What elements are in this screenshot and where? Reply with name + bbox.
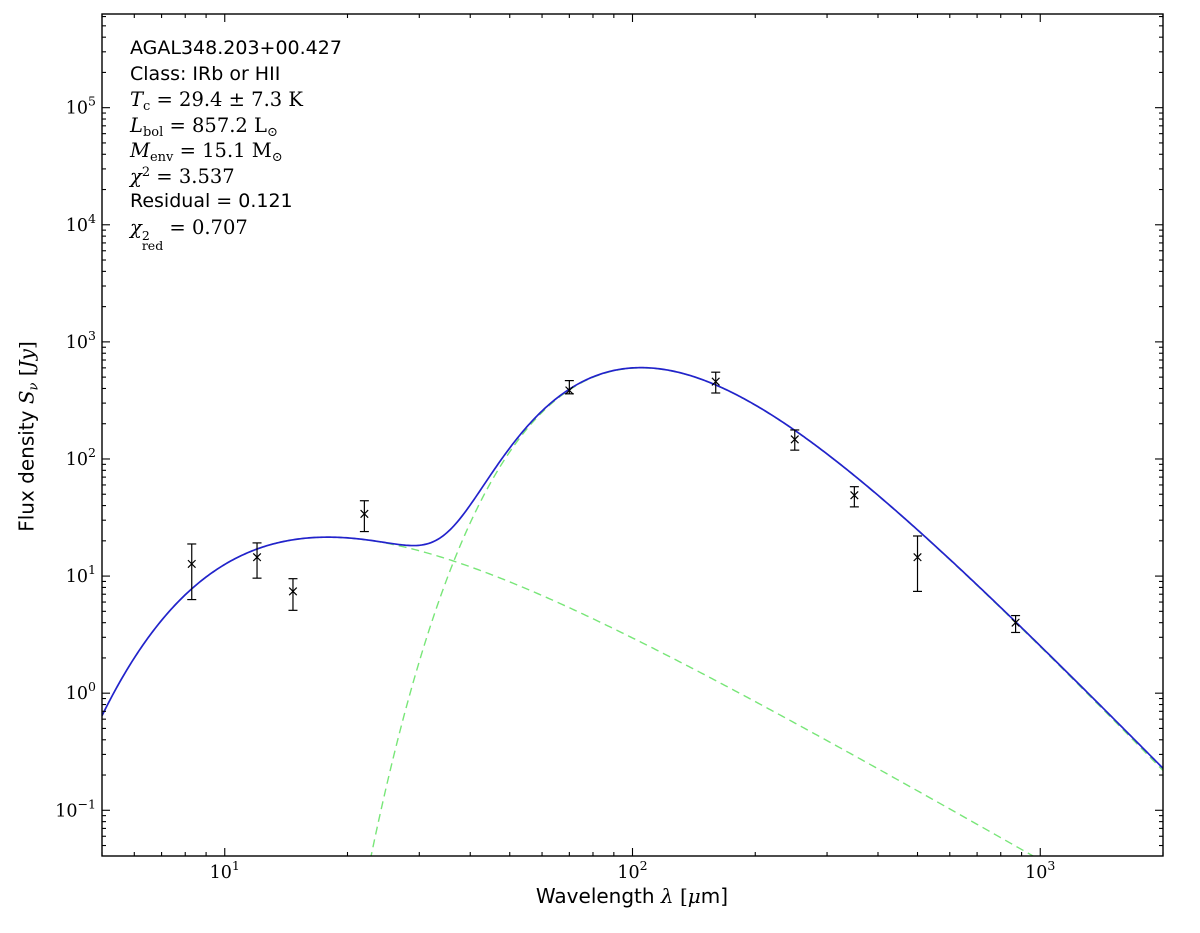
model-curves [102,366,1163,856]
residual-line: Residual = 0.121 [130,190,293,212]
svg-text:103: 103 [1025,858,1055,883]
fit-parameters-annotation: AGAL348.203+00.427 Class: IRb or HII Tc … [130,36,342,252]
hot-component-curve [102,536,1035,856]
svg-text:10−1: 10−1 [55,796,96,821]
svg-text:102: 102 [617,858,647,883]
svg-text:103: 103 [66,328,96,353]
svg-text:101: 101 [210,858,240,883]
data-error-bars [187,371,1021,634]
total-model-curve [102,366,1163,769]
svg-text:101: 101 [66,562,96,587]
svg-text:105: 105 [66,94,96,119]
source-name: AGAL348.203+00.427 [130,37,342,59]
svg-text:100: 100 [66,679,96,704]
bolometric-luminosity-line: Lbol = 857.2 L⊙ [130,113,278,140]
y-axis-label: Flux density Sν [Jy] [14,341,42,532]
data-point-markers [187,377,1020,627]
x-tick-labels: 101 102 103 [210,858,1056,883]
envelope-mass-line: Menv = 15.1 M⊙ [130,139,283,165]
reduced-chi-squared-line: χ 2 red = 0.707 [130,215,248,253]
plot-border [101,13,1164,857]
svg-text:104: 104 [66,211,96,236]
y-tick-labels: 105 104 103 102 101 100 10−1 [55,94,96,822]
svg-text:102: 102 [66,445,96,470]
class-line: Class: IRb or HII [130,62,281,85]
cold-temperature-line: Tc = 29.4 ± 7.3 K [130,88,303,114]
x-axis-label: Wavelength λ [μm] [535,884,729,908]
chi-squared-line: χ2 = 3.537 [130,164,235,188]
